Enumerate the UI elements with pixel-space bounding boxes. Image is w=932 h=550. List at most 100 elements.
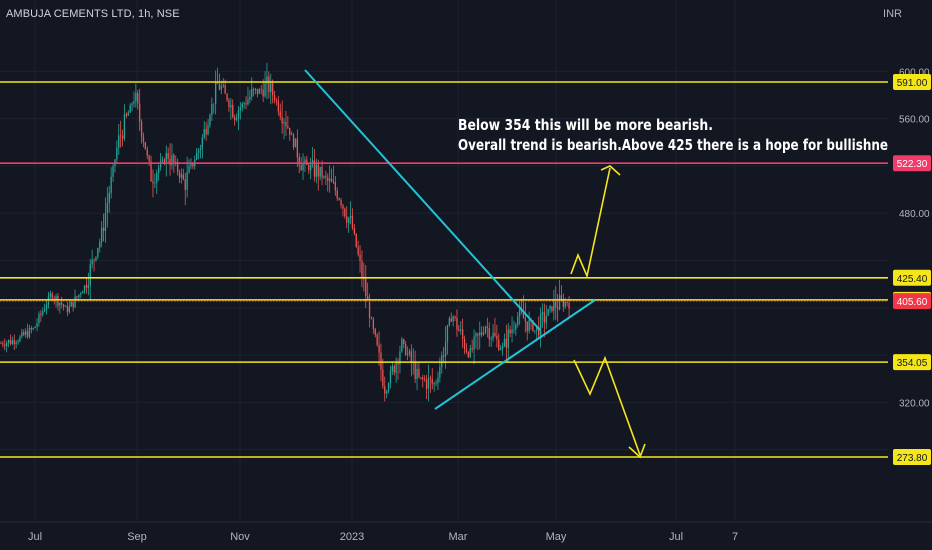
candle-body	[290, 134, 293, 136]
candle-body	[243, 103, 245, 104]
candle-body	[197, 150, 200, 153]
candle-body	[180, 174, 183, 178]
trendline[interactable]	[434, 299, 596, 410]
candle-body	[391, 366, 394, 372]
price-tick-label: 560.00	[899, 115, 930, 126]
bullish-arrow-path[interactable]	[570, 167, 611, 279]
candle-body	[51, 293, 53, 299]
candle-body	[165, 152, 167, 164]
candle-body	[334, 181, 337, 191]
candle-body	[36, 323, 38, 327]
candle-body	[7, 339, 10, 343]
candle-body	[311, 160, 314, 165]
candle-body	[66, 306, 69, 313]
candle-body	[399, 351, 401, 365]
time-tick-label: Jul	[669, 531, 683, 543]
candle-body	[142, 136, 145, 142]
candle-body	[317, 164, 319, 177]
candle-body	[309, 164, 312, 171]
candle-body	[239, 107, 242, 111]
candle-body	[463, 338, 466, 350]
candle-body	[441, 355, 443, 368]
candle-body	[89, 264, 91, 286]
price-axis[interactable]: 600.00 560.00 480.00 320.00 591.00 522.30 425.…	[888, 0, 932, 522]
candle-body	[340, 199, 342, 206]
candle-body	[494, 332, 496, 337]
candle-body	[503, 338, 506, 347]
candle-body	[473, 336, 475, 350]
candle-body	[437, 377, 439, 384]
candle-body	[268, 76, 270, 93]
candle-body	[224, 85, 226, 94]
candle-body	[254, 88, 257, 90]
candle-body	[556, 307, 559, 310]
candle-body	[211, 104, 213, 116]
candle-body	[323, 176, 325, 178]
candle-body	[486, 326, 489, 328]
candle-body	[188, 166, 190, 173]
candle-body	[157, 167, 160, 174]
candle-body	[110, 176, 112, 193]
candle-body	[61, 302, 63, 305]
price-level-badge	[893, 155, 931, 172]
candle-body	[420, 377, 422, 378]
candle-body	[330, 178, 333, 182]
candle-body	[372, 319, 375, 330]
candle-body	[541, 312, 544, 314]
candle-body	[568, 302, 570, 309]
candle-body	[450, 318, 452, 322]
candle-body	[186, 172, 188, 190]
candle-body	[423, 379, 426, 381]
candle-body	[222, 85, 224, 87]
candle-body	[422, 377, 424, 380]
candle-body	[209, 115, 211, 126]
candle-body	[551, 306, 553, 311]
trendline[interactable]	[304, 69, 541, 331]
candle-body	[74, 296, 76, 308]
bearish-arrow-path[interactable]	[573, 355, 641, 456]
candle-body	[380, 352, 382, 370]
candle-body	[199, 148, 202, 151]
candle-body	[539, 313, 542, 336]
candle-body	[458, 329, 460, 331]
bearish-arrow-head	[628, 443, 646, 459]
candle-body	[418, 368, 420, 378]
candle-body	[543, 312, 546, 323]
candle-body	[270, 83, 272, 93]
candle-body	[70, 301, 72, 307]
time-tick-label: Nov	[230, 531, 250, 543]
time-axis[interactable]: Jul Sep Nov 2023 Mar May Jul 7	[0, 521, 932, 543]
candle-body	[93, 259, 95, 261]
candle-body	[121, 135, 124, 139]
candle-body	[547, 308, 549, 316]
candle-body	[80, 293, 82, 295]
trendlines	[304, 69, 596, 410]
candle-body	[275, 100, 278, 101]
candle-body	[332, 181, 335, 183]
candle-body	[26, 331, 29, 337]
candle-body	[439, 367, 441, 378]
candle-body	[433, 383, 435, 385]
candle-body	[558, 295, 561, 310]
bullish-arrow-head	[600, 165, 621, 176]
candle-body	[385, 391, 388, 394]
candle-body	[285, 122, 287, 127]
candle-body	[62, 304, 65, 307]
candle-body	[68, 306, 71, 313]
candle-body	[175, 161, 177, 163]
candle-body	[55, 296, 57, 300]
candle-body	[235, 118, 238, 120]
candle-body	[302, 163, 304, 171]
candle-body	[49, 293, 52, 297]
candle-body	[230, 105, 232, 108]
candle-body	[21, 332, 23, 337]
price-level-label: 522.30	[897, 159, 928, 170]
candle-body	[492, 332, 494, 339]
candle-body	[553, 300, 555, 311]
candle-body	[374, 329, 376, 335]
candle-body	[287, 126, 289, 128]
candle-body	[214, 82, 217, 104]
candle-body	[365, 279, 367, 297]
